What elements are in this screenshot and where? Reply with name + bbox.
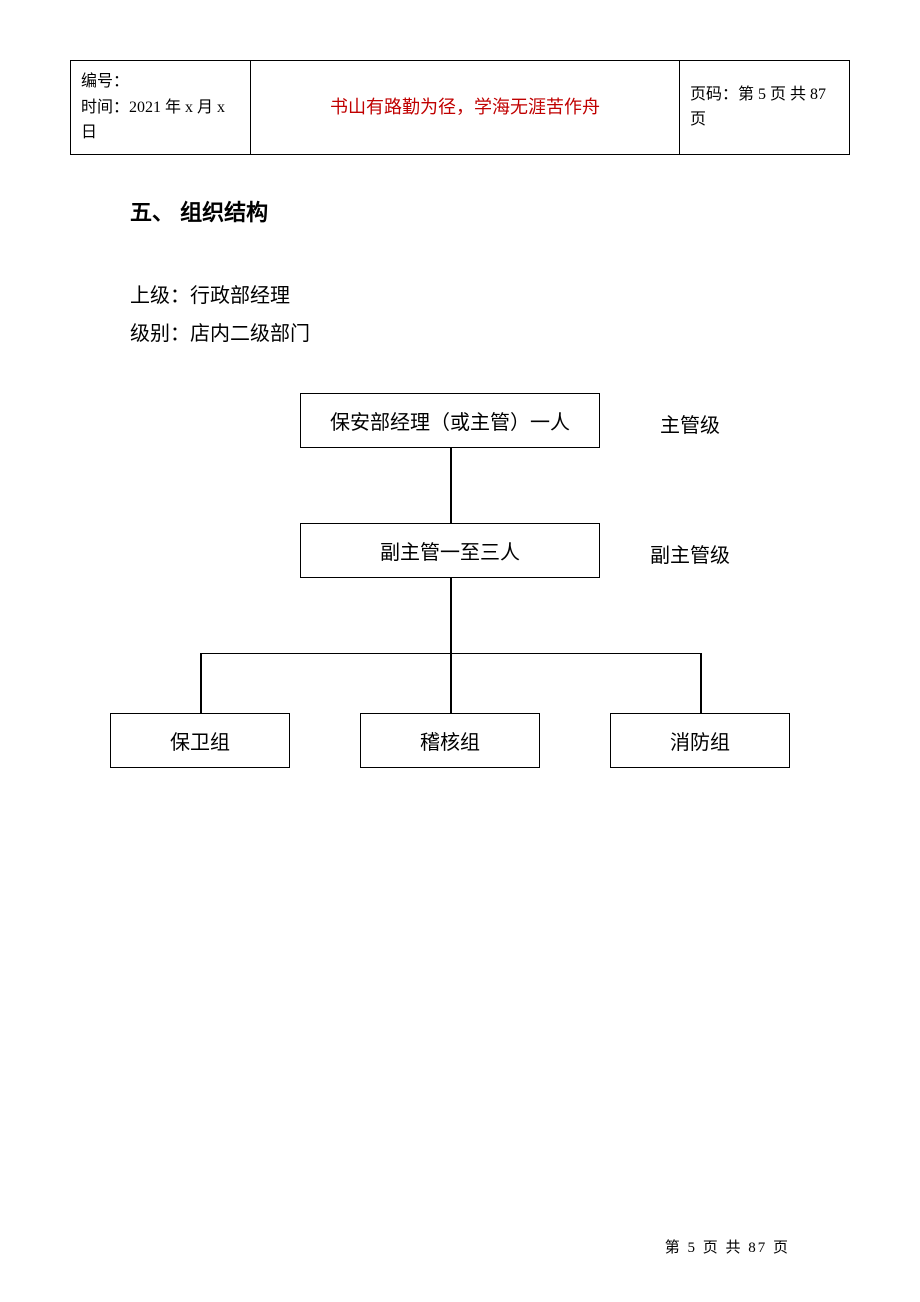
header-right-cell: 页码：第 5 页 共 87 页 — [680, 61, 850, 155]
org-connector-v1 — [450, 448, 452, 523]
header-id-label: 编号： — [81, 69, 240, 95]
org-level-label-n1: 主管级 — [660, 409, 720, 438]
section-number: 五、 — [130, 200, 174, 225]
org-chart: 保安部经理（或主管）一人 主管级副主管一至三人 副主管级保卫组 稽核组 消防组 — [110, 393, 810, 813]
section-title-text: 组织结构 — [180, 200, 268, 225]
body-line-superior: 上级：行政部经理 — [130, 277, 850, 315]
header-page-label: 页码：第 5 页 共 87 页 — [690, 86, 826, 129]
org-node-n4: 稽核组 — [360, 713, 540, 768]
org-node-n1: 保安部经理（或主管）一人 — [300, 393, 600, 448]
org-connector-d2 — [450, 653, 452, 713]
header-left-cell: 编号： 时间：2021 年 x 月 x 日 — [71, 61, 251, 155]
org-node-n2: 副主管一至三人 — [300, 523, 600, 578]
document-page: 编号： 时间：2021 年 x 月 x 日 书山有路勤为径，学海无涯苦作舟 页码… — [0, 0, 920, 1302]
org-connector-d3 — [700, 653, 702, 713]
org-node-n5: 消防组 — [610, 713, 790, 768]
header-motto: 书山有路勤为径，学海无涯苦作舟 — [330, 97, 600, 117]
org-connector-v2 — [450, 578, 452, 653]
page-footer: 第 5 页 共 87 页 — [665, 1236, 790, 1257]
org-node-n3: 保卫组 — [110, 713, 290, 768]
org-level-label-n2: 副主管级 — [650, 539, 730, 568]
header-table: 编号： 时间：2021 年 x 月 x 日 书山有路勤为径，学海无涯苦作舟 页码… — [70, 60, 850, 155]
org-connector-d1 — [200, 653, 202, 713]
header-center-cell: 书山有路勤为径，学海无涯苦作舟 — [251, 61, 680, 155]
header-date-label: 时间：2021 年 x 月 x 日 — [81, 95, 240, 146]
body-line-level: 级别：店内二级部门 — [130, 315, 850, 353]
section-heading: 五、 组织结构 — [130, 195, 850, 227]
